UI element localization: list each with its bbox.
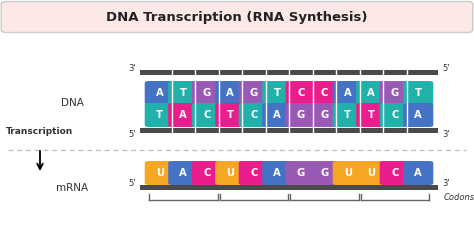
FancyBboxPatch shape	[309, 103, 339, 127]
FancyBboxPatch shape	[168, 161, 198, 185]
FancyBboxPatch shape	[333, 103, 363, 127]
Text: 5': 5'	[442, 64, 449, 73]
Text: 3': 3'	[128, 64, 136, 73]
Text: C: C	[203, 110, 210, 120]
Bar	[140, 185, 438, 190]
Text: 5': 5'	[128, 179, 136, 188]
Text: G: G	[320, 110, 328, 120]
FancyBboxPatch shape	[333, 161, 363, 185]
FancyBboxPatch shape	[262, 103, 292, 127]
Text: A: A	[156, 88, 164, 98]
Text: T: T	[274, 88, 281, 98]
Text: G: G	[297, 110, 305, 120]
FancyBboxPatch shape	[309, 81, 339, 105]
Text: G: G	[391, 88, 399, 98]
Text: U: U	[344, 168, 352, 178]
Bar	[140, 128, 438, 133]
FancyBboxPatch shape	[191, 161, 222, 185]
FancyBboxPatch shape	[145, 103, 175, 127]
FancyBboxPatch shape	[403, 81, 433, 105]
Text: mRNA: mRNA	[56, 183, 88, 193]
FancyBboxPatch shape	[403, 161, 433, 185]
Text: DNA Transcription (RNA Synthesis): DNA Transcription (RNA Synthesis)	[106, 10, 368, 24]
Text: C: C	[391, 168, 399, 178]
FancyBboxPatch shape	[168, 103, 198, 127]
Text: C: C	[320, 88, 328, 98]
Text: A: A	[414, 110, 422, 120]
FancyBboxPatch shape	[145, 161, 175, 185]
FancyBboxPatch shape	[380, 103, 410, 127]
FancyBboxPatch shape	[145, 81, 175, 105]
FancyBboxPatch shape	[1, 1, 473, 32]
FancyBboxPatch shape	[380, 81, 410, 105]
FancyBboxPatch shape	[239, 161, 269, 185]
Text: C: C	[297, 88, 304, 98]
FancyBboxPatch shape	[286, 161, 316, 185]
FancyBboxPatch shape	[215, 161, 245, 185]
Text: Transcription: Transcription	[6, 127, 73, 136]
Text: U: U	[367, 168, 375, 178]
Text: G: G	[250, 88, 258, 98]
FancyBboxPatch shape	[286, 81, 316, 105]
FancyBboxPatch shape	[333, 81, 363, 105]
FancyBboxPatch shape	[286, 103, 316, 127]
Text: U: U	[226, 168, 234, 178]
FancyBboxPatch shape	[191, 81, 222, 105]
FancyBboxPatch shape	[309, 161, 339, 185]
FancyBboxPatch shape	[239, 103, 269, 127]
Text: G: G	[297, 168, 305, 178]
Text: A: A	[367, 88, 375, 98]
FancyBboxPatch shape	[262, 161, 292, 185]
Text: Codons: Codons	[444, 192, 474, 201]
Text: A: A	[179, 168, 187, 178]
Text: G: G	[202, 88, 211, 98]
FancyBboxPatch shape	[356, 81, 386, 105]
FancyBboxPatch shape	[239, 81, 269, 105]
FancyBboxPatch shape	[262, 81, 292, 105]
Text: A: A	[179, 110, 187, 120]
Text: A: A	[273, 110, 281, 120]
Text: T: T	[344, 110, 351, 120]
FancyBboxPatch shape	[191, 103, 222, 127]
FancyBboxPatch shape	[215, 81, 245, 105]
Text: C: C	[250, 110, 257, 120]
Text: C: C	[203, 168, 210, 178]
Text: T: T	[180, 88, 187, 98]
FancyBboxPatch shape	[215, 103, 245, 127]
Text: 3': 3'	[442, 179, 450, 188]
Text: A: A	[273, 168, 281, 178]
FancyBboxPatch shape	[403, 103, 433, 127]
Text: 5': 5'	[128, 130, 136, 139]
Text: A: A	[227, 88, 234, 98]
Text: A: A	[344, 88, 352, 98]
FancyBboxPatch shape	[356, 161, 386, 185]
FancyBboxPatch shape	[356, 103, 386, 127]
Bar	[140, 70, 438, 75]
Text: C: C	[250, 168, 257, 178]
Text: DNA: DNA	[61, 98, 83, 108]
Text: T: T	[368, 110, 375, 120]
Text: T: T	[415, 88, 422, 98]
Text: G: G	[320, 168, 328, 178]
Text: T: T	[227, 110, 234, 120]
Text: 3': 3'	[442, 130, 450, 139]
Text: C: C	[391, 110, 399, 120]
Text: T: T	[156, 110, 163, 120]
FancyBboxPatch shape	[380, 161, 410, 185]
Text: A: A	[414, 168, 422, 178]
Text: U: U	[156, 168, 164, 178]
FancyBboxPatch shape	[168, 81, 198, 105]
